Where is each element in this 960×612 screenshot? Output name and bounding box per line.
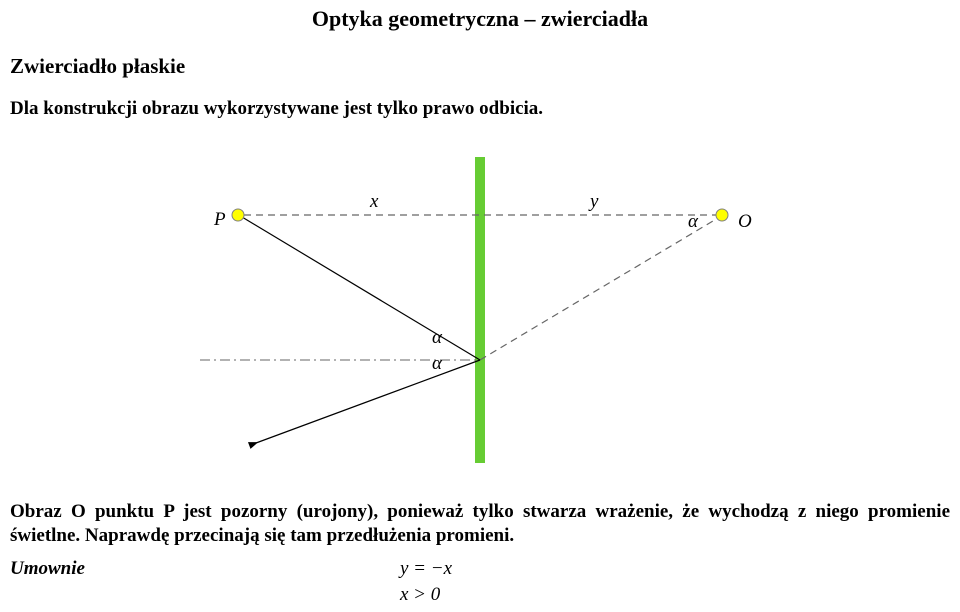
- svg-text:y: y: [588, 191, 599, 212]
- svg-text:α: α: [432, 327, 443, 348]
- svg-text:x: x: [369, 191, 379, 212]
- mirror-diagram: POxyααα: [190, 145, 770, 475]
- page-title: Optyka geometryczna – zwierciadła: [0, 6, 960, 32]
- svg-text:O: O: [738, 211, 752, 232]
- section-heading: Zwierciadło płaskie: [10, 54, 185, 79]
- body-text: Obraz O punktu P jest pozorny (urojony),…: [10, 500, 950, 548]
- equation-2: x > 0: [400, 584, 440, 606]
- equation-1: y = −x: [400, 558, 452, 580]
- svg-text:α: α: [432, 353, 443, 374]
- convention-label: Umownie: [10, 558, 85, 580]
- svg-text:P: P: [213, 209, 226, 230]
- intro-text: Dla konstrukcji obrazu wykorzystywane je…: [10, 98, 543, 120]
- diagram-svg: POxyααα: [190, 145, 770, 475]
- svg-text:α: α: [688, 211, 699, 232]
